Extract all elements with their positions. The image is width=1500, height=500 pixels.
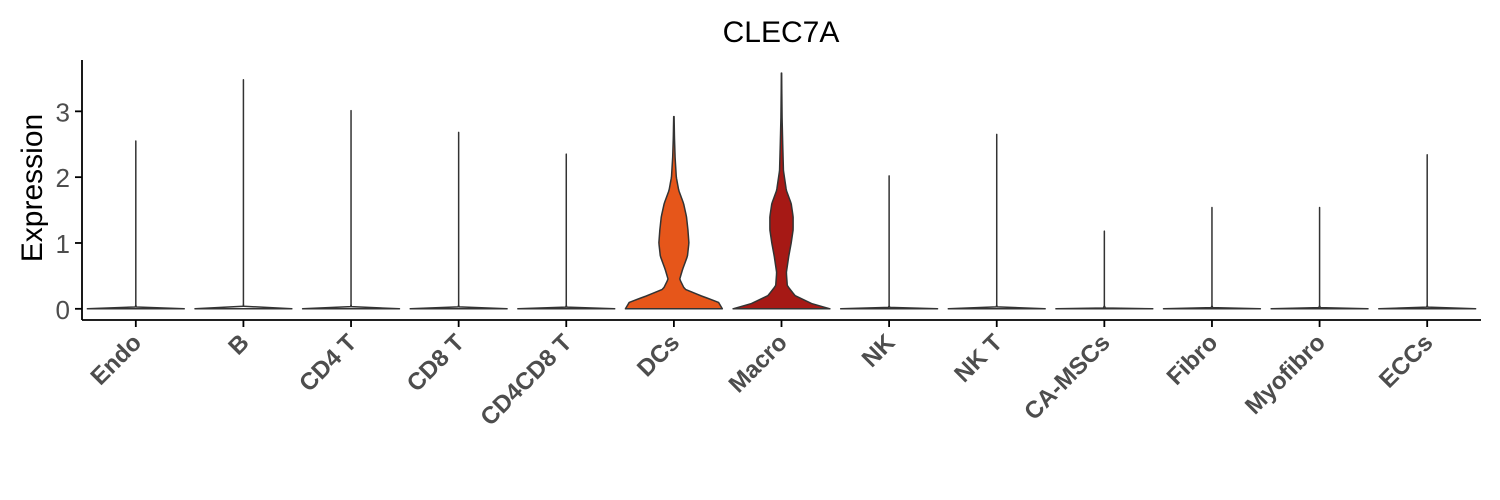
x-tick-label-myofibro: Myofibro (1240, 329, 1331, 420)
chart-title: CLEC7A (723, 16, 840, 49)
violin-b (194, 79, 293, 310)
y-tick-label: 3 (56, 97, 70, 127)
x-tick-label-cd4cd8-t: CD4CD8 T (475, 329, 577, 431)
violin-ca-mscs (1055, 230, 1154, 310)
x-tick-label-cd8-t: CD8 T (402, 329, 470, 397)
violin-dcs (624, 115, 724, 310)
x-tick-label-fibro: Fibro (1162, 329, 1224, 391)
violin-macro (732, 72, 831, 310)
y-ticks-layer: 0 1 2 3 (56, 97, 82, 325)
violin-nk-t (947, 133, 1046, 310)
y-tick-label: 2 (56, 163, 70, 193)
x-tick-label-b: B (223, 329, 254, 360)
x-ticks-layer: Endo B CD4 T CD8 T CD4CD8 T DCs Macro NK NK T CA-… (86, 320, 1438, 431)
x-tick-label-endo: Endo (86, 329, 148, 391)
violin-endo (86, 140, 185, 310)
violin-cd4cd8-t (517, 153, 616, 310)
violin-cd8-t (409, 131, 508, 310)
violin-fibro (1162, 206, 1262, 310)
x-tick-label-macro: Macro (724, 329, 793, 398)
y-axis-label: Expression (16, 114, 49, 262)
violin-myofibro (1270, 206, 1369, 310)
violin-eccs (1378, 154, 1477, 310)
x-tick-label-cd4-t: CD4 T (294, 329, 362, 397)
x-tick-label-ca-mscs: CA-MSCs (1019, 329, 1115, 425)
violins-layer (86, 72, 1477, 310)
x-tick-label-nk-t: NK T (949, 329, 1008, 388)
x-tick-label-eccs: ECCs (1374, 329, 1438, 393)
x-tick-label-dcs: DCs (632, 329, 685, 382)
violin-nk (839, 175, 939, 310)
y-tick-label: 1 (56, 229, 70, 259)
violin-cd4-t (301, 109, 401, 310)
x-tick-label-nk: NK (857, 329, 901, 373)
y-tick-label: 0 (56, 295, 70, 325)
